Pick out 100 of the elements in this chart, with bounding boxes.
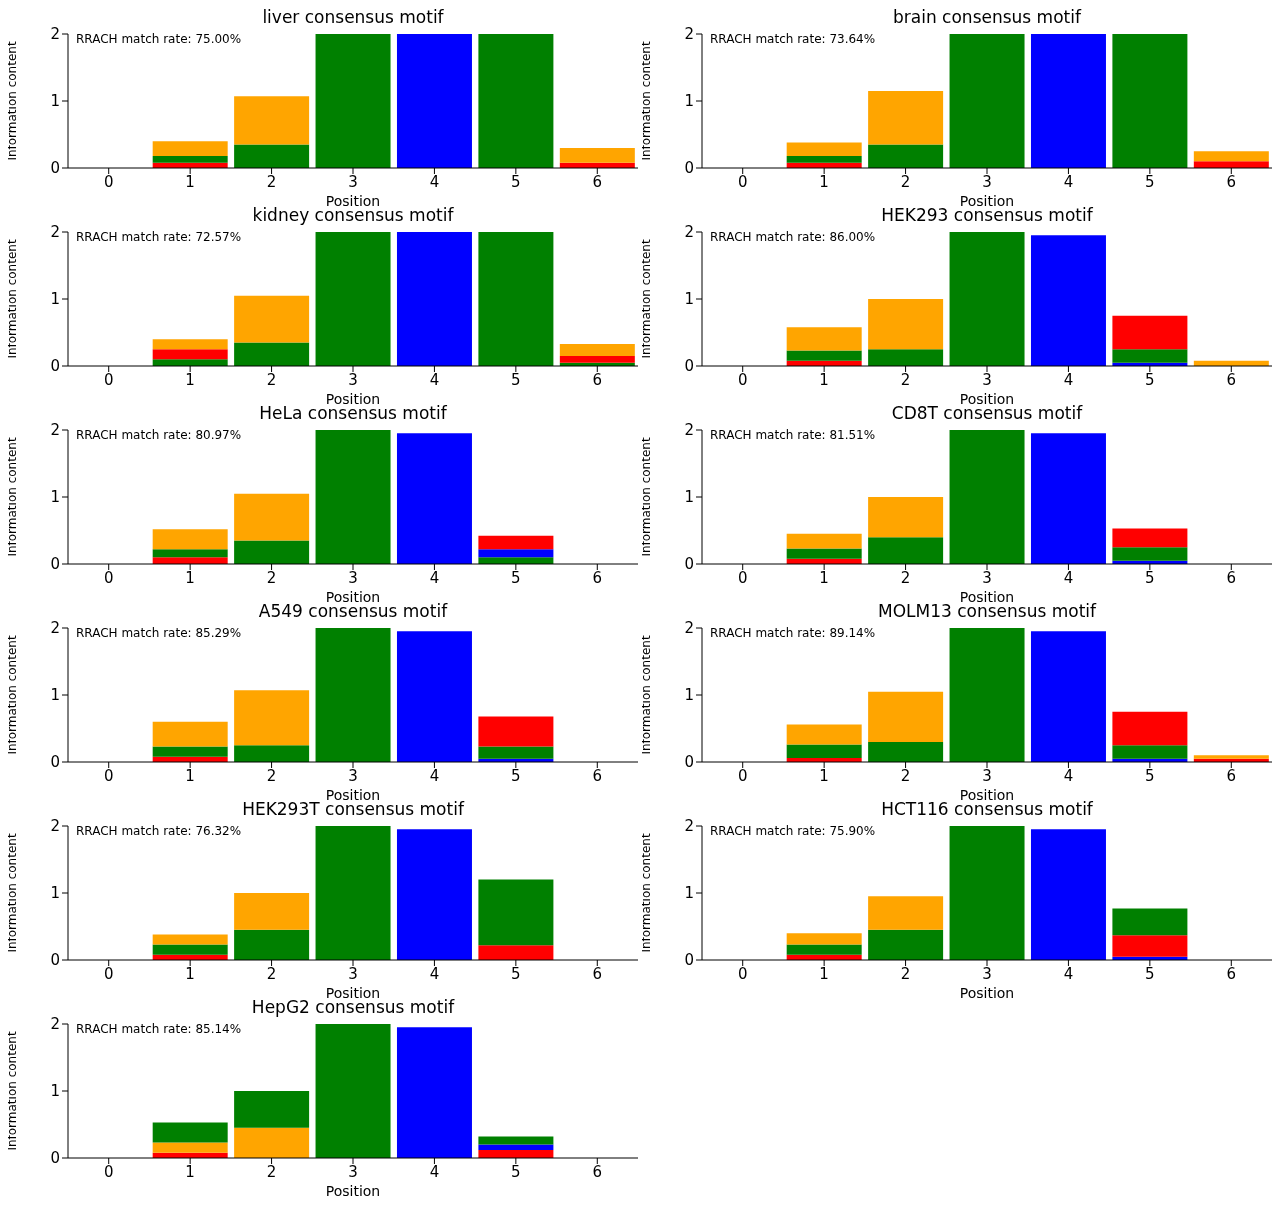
- bar: [152, 339, 228, 350]
- x-tick-label: 6: [592, 964, 603, 983]
- y-axis-title: Information content: [639, 41, 654, 161]
- x-tick-label: 1: [185, 964, 195, 983]
- x-tick-label: 6: [592, 1162, 603, 1181]
- bar: [396, 34, 472, 168]
- x-tick-label: 3: [348, 370, 358, 389]
- bar: [152, 1142, 228, 1153]
- annotation: RRACH match rate: 80.97%: [76, 428, 242, 442]
- y-tick-label: 2: [50, 223, 60, 242]
- x-tick-label: 6: [1226, 766, 1237, 785]
- x-tick-label: 1: [185, 172, 195, 191]
- x-tick-label: 4: [429, 370, 440, 389]
- y-tick-label: 1: [684, 884, 694, 903]
- bar: [786, 327, 862, 351]
- x-tick-label: 4: [1063, 568, 1074, 587]
- bar: [234, 144, 310, 168]
- bar: [152, 746, 228, 757]
- y-tick-label: 2: [684, 25, 694, 44]
- annotation: RRACH match rate: 86.00%: [710, 230, 876, 244]
- x-tick-label: 6: [592, 370, 603, 389]
- x-tick-label: 2: [900, 172, 911, 191]
- x-tick-label: 3: [348, 964, 358, 983]
- x-tick-label: 1: [819, 766, 829, 785]
- bar: [559, 147, 635, 163]
- bar: [478, 1136, 554, 1145]
- y-axis-title: Information content: [5, 239, 20, 359]
- bar: [1112, 547, 1188, 561]
- x-tick-label: 6: [1226, 568, 1237, 587]
- x-tick-label: 4: [1063, 172, 1074, 191]
- x-tick-label: 3: [982, 964, 992, 983]
- bar: [396, 232, 472, 366]
- x-tick-label: 1: [819, 172, 829, 191]
- y-tick-label: 2: [684, 223, 694, 242]
- x-tick-label: 0: [737, 568, 748, 587]
- x-tick-label: 6: [1226, 172, 1237, 191]
- y-tick-label: 1: [50, 1082, 60, 1101]
- x-tick-label: 2: [900, 370, 911, 389]
- x-tick-label: 3: [982, 766, 992, 785]
- x-tick-label: 2: [900, 766, 911, 785]
- bar: [868, 90, 944, 145]
- bar: [152, 944, 228, 955]
- bar: [559, 355, 635, 363]
- y-tick-label: 0: [50, 555, 60, 574]
- bar: [478, 232, 554, 366]
- annotation: RRACH match rate: 85.14%: [76, 1022, 242, 1036]
- x-tick-label: 2: [900, 568, 911, 587]
- x-axis-title: Position: [959, 985, 1015, 1001]
- y-tick-label: 0: [684, 159, 694, 178]
- y-tick-label: 1: [684, 686, 694, 705]
- annotation: RRACH match rate: 75.90%: [710, 824, 876, 838]
- bar: [786, 350, 862, 361]
- annotation: RRACH match rate: 76.32%: [76, 824, 242, 838]
- y-tick-label: 0: [50, 951, 60, 970]
- bar: [478, 746, 554, 759]
- y-tick-label: 2: [50, 817, 60, 836]
- y-axis-title: Information content: [639, 833, 654, 953]
- x-tick-label: 2: [900, 964, 911, 983]
- y-tick-label: 1: [50, 290, 60, 309]
- x-axis-title: Position: [325, 1183, 381, 1199]
- annotation: RRACH match rate: 75.00%: [76, 32, 242, 46]
- annotation: RRACH match rate: 72.57%: [76, 230, 242, 244]
- x-tick-label: 2: [266, 370, 277, 389]
- x-tick-label: 6: [592, 766, 603, 785]
- bar: [786, 548, 862, 559]
- bar: [152, 721, 228, 747]
- x-tick-label: 3: [348, 568, 358, 587]
- x-tick-label: 1: [185, 1162, 195, 1181]
- x-tick-label: 0: [103, 1162, 114, 1181]
- y-tick-label: 2: [684, 421, 694, 440]
- x-tick-label: 6: [592, 172, 603, 191]
- x-tick-label: 3: [982, 370, 992, 389]
- y-tick-label: 2: [50, 421, 60, 440]
- y-tick-label: 1: [684, 92, 694, 111]
- bar: [396, 631, 472, 762]
- x-tick-label: 5: [511, 1162, 521, 1181]
- x-tick-label: 6: [1226, 964, 1237, 983]
- y-tick-label: 0: [684, 951, 694, 970]
- x-tick-label: 4: [429, 964, 440, 983]
- y-tick-label: 2: [50, 619, 60, 638]
- x-tick-label: 1: [185, 568, 195, 587]
- x-tick-label: 4: [429, 1162, 440, 1181]
- bar: [152, 349, 228, 360]
- bar: [152, 141, 228, 156]
- x-tick-label: 0: [103, 766, 114, 785]
- bar: [152, 934, 228, 945]
- bar: [152, 1122, 228, 1143]
- y-tick-label: 1: [50, 884, 60, 903]
- y-tick-label: 0: [50, 753, 60, 772]
- x-tick-label: 5: [511, 370, 521, 389]
- y-axis-title: Information content: [5, 635, 20, 755]
- x-tick-label: 3: [982, 568, 992, 587]
- x-tick-label: 1: [819, 964, 829, 983]
- bar: [1112, 34, 1188, 168]
- y-tick-label: 1: [50, 488, 60, 507]
- chart-title: liver consensus motif: [261, 7, 445, 27]
- x-tick-label: 5: [1145, 766, 1155, 785]
- y-axis-title: Information content: [5, 437, 20, 557]
- x-tick-label: 5: [511, 964, 521, 983]
- y-tick-label: 1: [684, 290, 694, 309]
